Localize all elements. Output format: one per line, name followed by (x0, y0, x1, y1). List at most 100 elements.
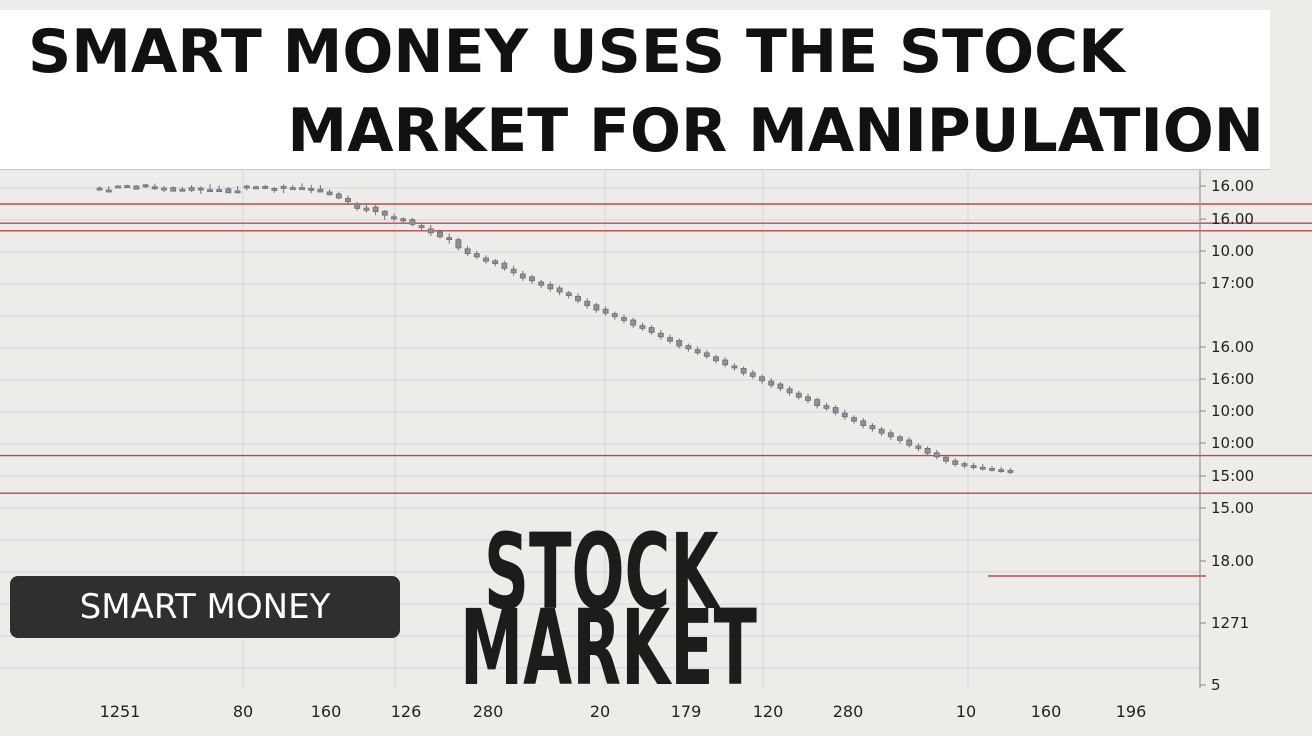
x-tick-label: 280 (473, 702, 504, 721)
candle (179, 186, 186, 192)
candle-body (667, 337, 673, 342)
candle-body (289, 187, 296, 191)
candle-body (124, 185, 131, 189)
y-tick-label: 10.00 (1211, 242, 1254, 260)
candle (805, 393, 811, 404)
candle (105, 186, 112, 193)
candle (345, 195, 351, 204)
candle-body (648, 327, 655, 333)
candle (234, 186, 241, 194)
candle-body (437, 231, 443, 238)
candle-body (179, 188, 186, 192)
candle-body (170, 187, 177, 192)
candle (197, 186, 204, 194)
candle-body (823, 405, 830, 409)
candle (961, 461, 968, 469)
candle-body (427, 228, 434, 234)
candle-body (860, 420, 867, 426)
headline-line-1: SMART MONEY USES THE STOCK (0, 10, 1270, 94)
candle (851, 415, 857, 424)
y-tick-label: 1271 (1211, 614, 1249, 632)
candle (142, 184, 149, 188)
candle (823, 402, 830, 411)
chart-grid (0, 170, 1200, 688)
candle (225, 187, 232, 194)
price-candles (96, 183, 1014, 474)
candle-body (924, 447, 931, 454)
candle-body (786, 388, 793, 394)
candle-body (584, 300, 591, 307)
candle-body (243, 185, 250, 189)
candle (372, 204, 379, 216)
candle-body (952, 460, 959, 465)
candle (363, 204, 370, 213)
candle-body (510, 268, 517, 274)
candle-body (611, 313, 618, 318)
candle (207, 184, 213, 193)
candle (979, 464, 986, 471)
candle-body (970, 465, 977, 469)
candle (924, 446, 931, 456)
candle (869, 423, 876, 432)
candle-body (197, 187, 204, 191)
candle-body (575, 295, 581, 302)
candle (860, 418, 867, 429)
candle-body (253, 186, 259, 190)
candle-body (207, 189, 213, 193)
candle (703, 350, 710, 359)
y-tick-label: 15:00 (1211, 467, 1254, 485)
candle (243, 184, 250, 191)
candle (308, 184, 315, 194)
candle-body (593, 304, 600, 311)
candle-body (418, 225, 425, 229)
candle (933, 450, 940, 460)
candle-body (795, 392, 802, 398)
candle-body (519, 273, 526, 279)
candle-body (529, 276, 535, 282)
candle-body (777, 383, 784, 389)
candle (170, 186, 177, 192)
candle (611, 311, 618, 320)
candle-body (133, 185, 140, 190)
candle-body (887, 432, 894, 438)
y-tick-label: 17:00 (1211, 274, 1254, 292)
candle (133, 185, 140, 190)
x-tick-label: 160 (311, 702, 342, 721)
candle-body (335, 193, 342, 199)
candle-body (878, 428, 885, 434)
candle-body (161, 187, 167, 191)
candle-body (308, 187, 315, 191)
x-tick-label: 120 (753, 702, 784, 721)
candle-body (832, 407, 839, 414)
candle-body (216, 189, 223, 193)
candle-body (805, 396, 811, 401)
smart-money-badge: SMART MONEY (10, 576, 400, 638)
candle (621, 314, 627, 324)
candle-body (234, 190, 241, 194)
candle (280, 184, 287, 194)
candle-body (630, 319, 637, 326)
candle-body (115, 185, 121, 189)
candle-body (538, 281, 545, 286)
candle-body (464, 248, 471, 255)
candle (943, 454, 949, 464)
candle (483, 255, 489, 264)
candle (575, 293, 581, 304)
candle-body (326, 191, 333, 196)
candle (437, 229, 443, 239)
candle-body (345, 197, 351, 202)
candle (151, 183, 158, 190)
candle (161, 186, 167, 192)
candle (841, 409, 848, 420)
candle (391, 213, 397, 222)
candle (565, 290, 572, 299)
candle (115, 185, 121, 189)
candle-body (979, 466, 986, 470)
candle (354, 202, 361, 211)
candle-body (722, 359, 729, 366)
candle (694, 346, 701, 356)
candle-body (1007, 469, 1014, 473)
headline-line-2: MARKET FOR MANIPULATION (0, 92, 1270, 170)
candle (529, 274, 535, 284)
